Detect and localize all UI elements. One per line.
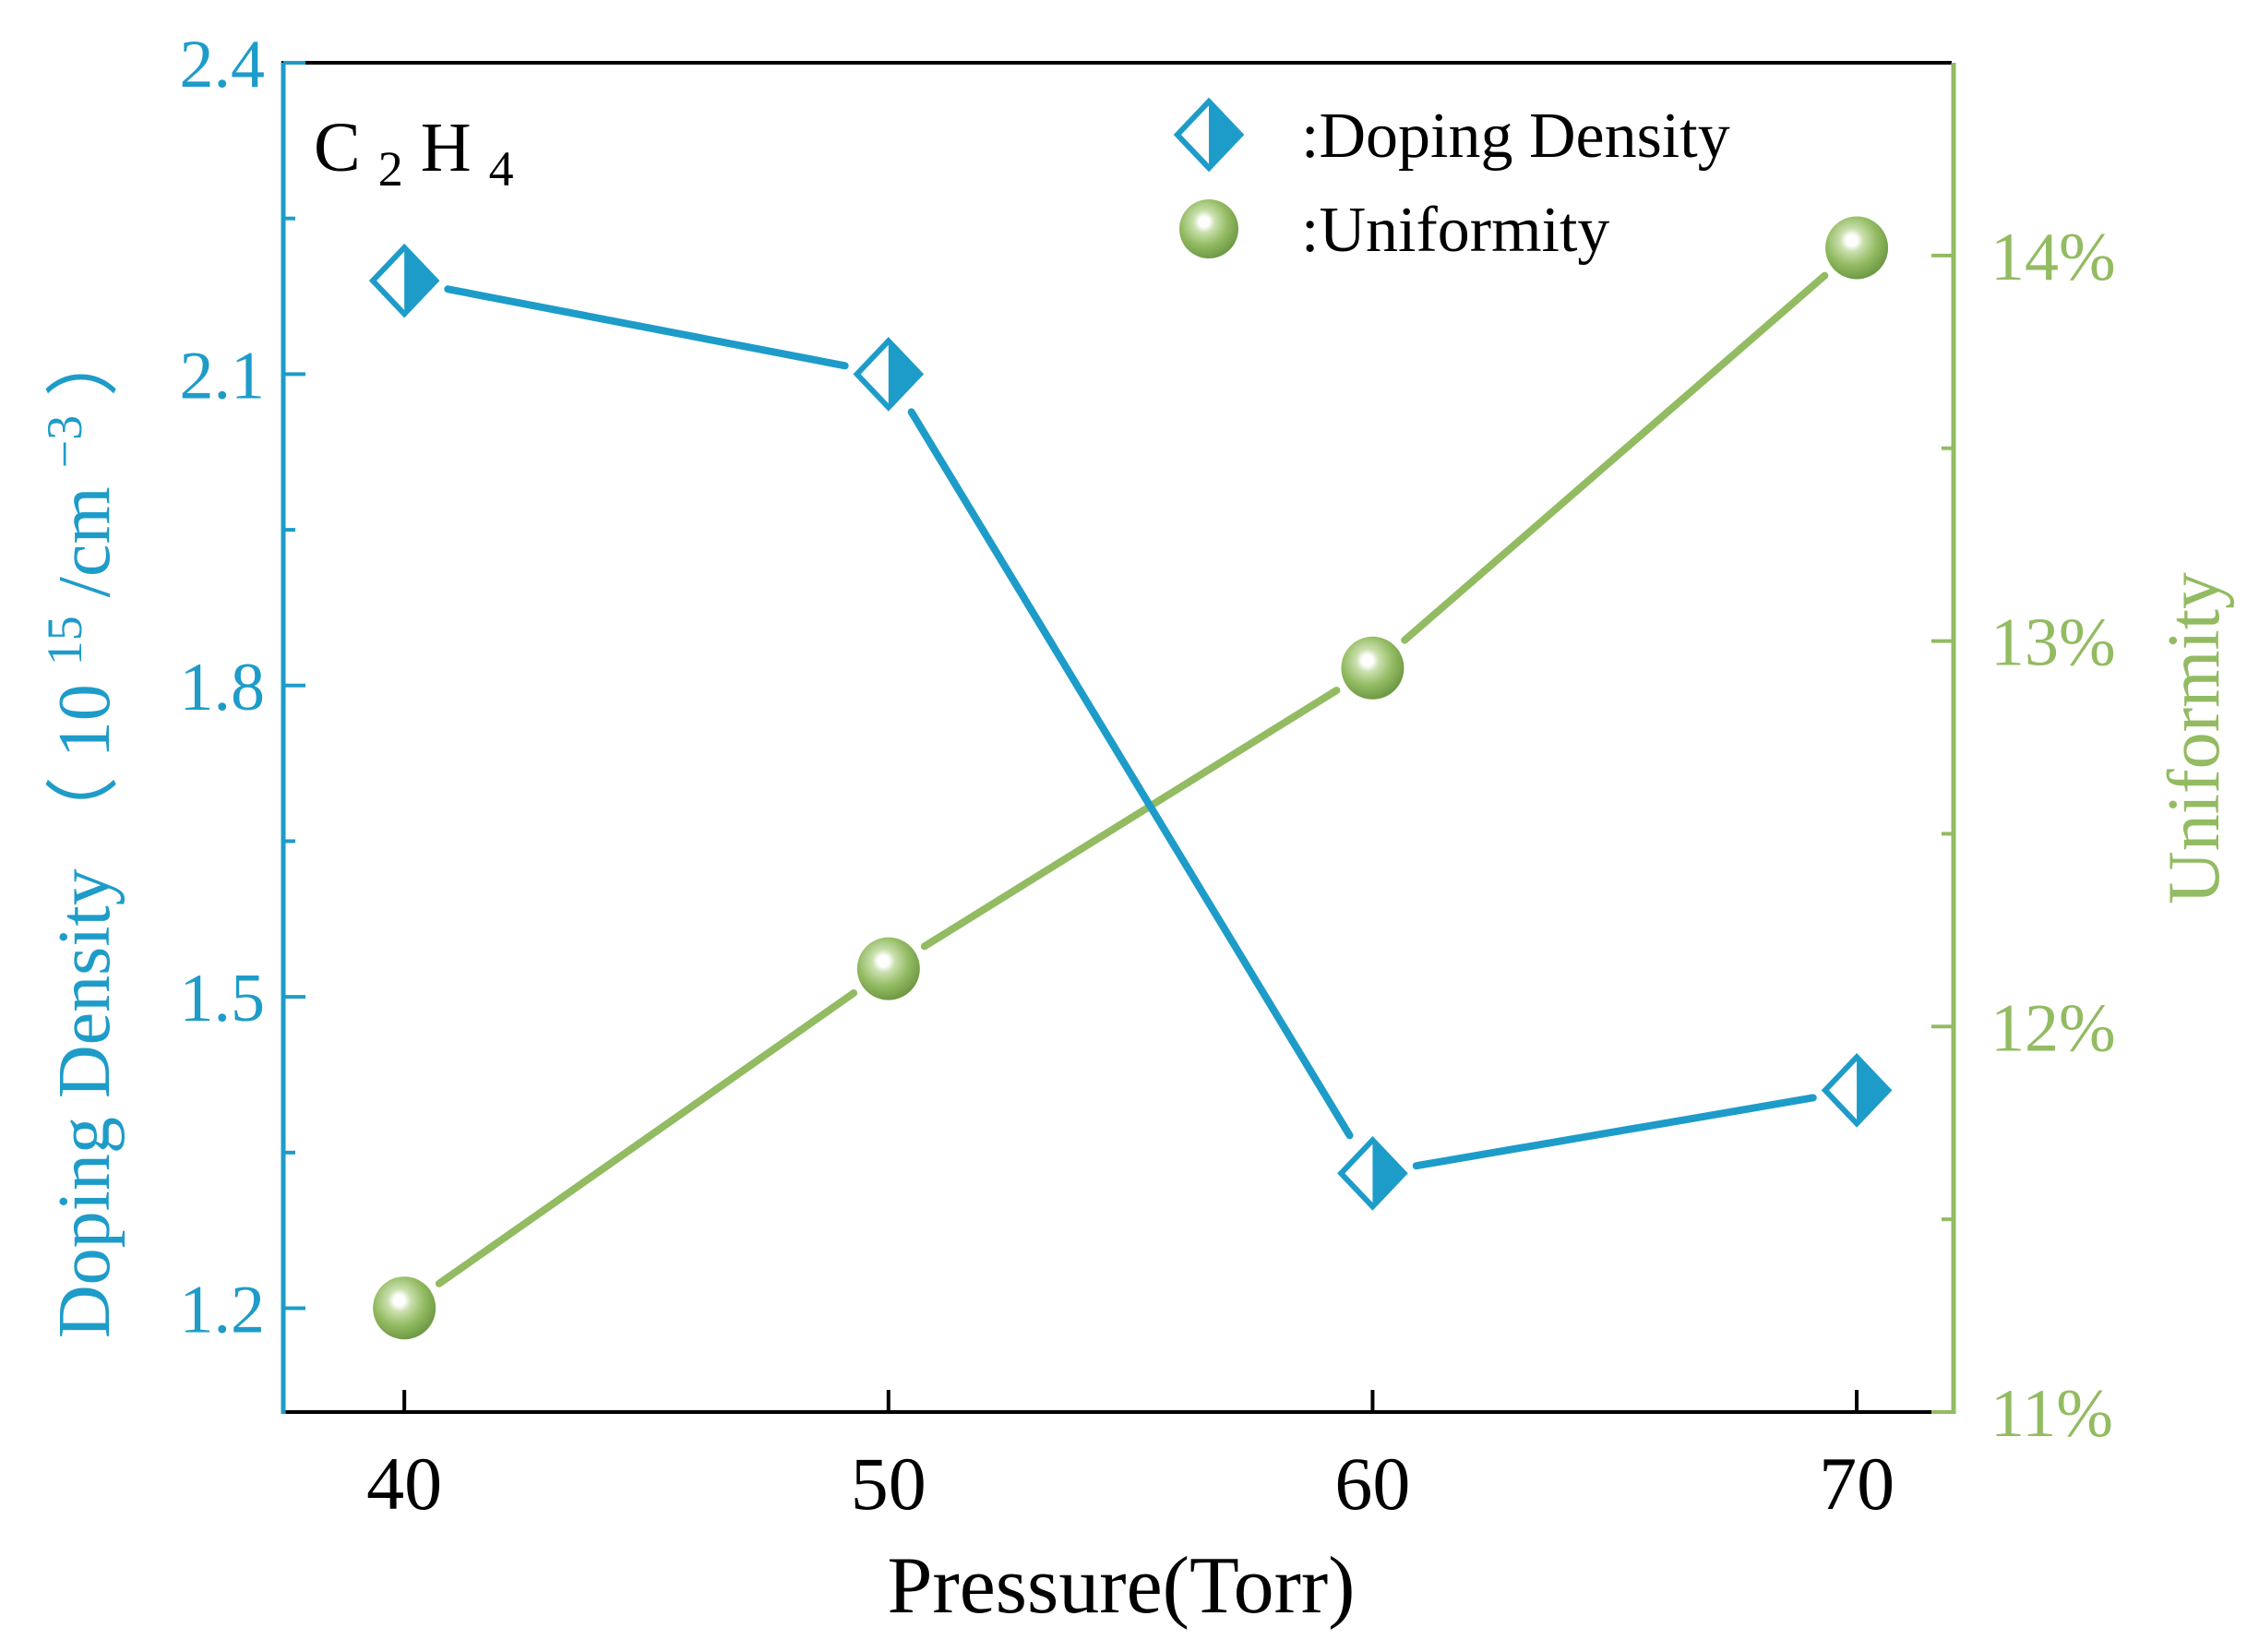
doping-point-outline [1821, 1053, 1893, 1128]
legend-diamond [1173, 97, 1245, 173]
doping-point-filled-half [1857, 1057, 1889, 1124]
species-label-h: H [421, 109, 472, 186]
species-label-sub-2: 2 [378, 141, 403, 197]
doping-point-filled-half [404, 247, 436, 315]
x-axis-ticks: 40 50 60 70 [366, 1390, 1894, 1526]
left-axis-title-paren-open: （ [44, 776, 126, 850]
uniformity-point [1825, 216, 1889, 280]
legend-marker-doping [1173, 97, 1245, 173]
series-uniformity [373, 216, 1889, 1340]
uniformity-line-segment [435, 989, 858, 1287]
doping-point-outline [368, 243, 440, 318]
doping-point [368, 243, 440, 318]
left-axis-title-exp: 15 [37, 616, 92, 665]
doping-point [1821, 1053, 1893, 1128]
legend-diamond-filled-half [1209, 102, 1241, 168]
right-axis-title: Uniformity [2154, 572, 2235, 904]
right-y-tick-label: 12% [1990, 990, 2116, 1066]
x-tick-label: 60 [1334, 1442, 1410, 1526]
doping-point-filled-half [1372, 1140, 1404, 1207]
left-axis-ticks: 1.2 1.5 1.8 2.1 2.4 [180, 27, 305, 1348]
doping-point-outline [853, 337, 925, 412]
legend-item-doping: :Doping Density [1173, 97, 1730, 173]
left-y-tick-label: 2.4 [180, 27, 266, 102]
left-axis-title-base: 10 [44, 684, 126, 758]
uniformity-point [1341, 636, 1404, 700]
left-y-tick-label: 1.5 [180, 961, 266, 1036]
left-axis-title-unit-exp: −3 [37, 415, 92, 468]
x-axis-title: Pressure(Torr) [888, 1541, 1356, 1631]
uniformity-point [856, 937, 920, 1000]
uniformity-line-segment [920, 687, 1341, 951]
left-axis-title: Doping Density （ 10 15 /cm −3 ） [17, 323, 126, 1338]
legend-item-uniformity: :Uniformity [1179, 195, 1609, 266]
species-label: C 2 H 4 [314, 109, 514, 201]
left-axis-title-unit: /cm [44, 486, 126, 597]
uniformity-line-segment [1401, 271, 1829, 644]
right-y-tick-label: 13% [1990, 605, 2116, 681]
doping-point-filled-half [888, 341, 920, 408]
doping-point [853, 337, 925, 412]
legend: :Doping Density :Uniformity [1173, 97, 1730, 266]
uniformity-point [373, 1276, 436, 1340]
left-axis-title-main: Doping Density [44, 868, 126, 1338]
x-tick-label: 40 [366, 1442, 442, 1526]
legend-label-doping: :Doping Density [1301, 101, 1730, 172]
doping-line-segment [1412, 1094, 1817, 1170]
right-axis-ticks: 11% 12% 13% 14% [1931, 220, 2116, 1452]
right-y-tick-label: 14% [1990, 220, 2116, 295]
plot-frame [281, 61, 1956, 1414]
right-y-tick-label: 11% [1990, 1376, 2113, 1452]
legend-marker-uniformity [1179, 199, 1238, 258]
left-y-tick-label: 2.1 [180, 338, 266, 413]
doping-point-outline [1337, 1135, 1408, 1211]
x-tick-label: 50 [851, 1442, 926, 1526]
x-tick-label: 70 [1819, 1442, 1894, 1526]
species-label-c: C [314, 109, 361, 186]
doping-point [1337, 1135, 1408, 1211]
left-y-tick-label: 1.2 [180, 1273, 266, 1348]
doping-line-segment [444, 285, 849, 370]
legend-diamond-outline [1173, 97, 1245, 173]
species-label-sub-4: 4 [489, 141, 514, 197]
left-axis-title-paren-close: ） [44, 323, 126, 397]
series-doping-density [368, 243, 1893, 1211]
legend-label-uniformity: :Uniformity [1301, 195, 1609, 266]
doping-line-segment [907, 408, 1354, 1140]
left-y-tick-label: 1.8 [180, 650, 266, 725]
